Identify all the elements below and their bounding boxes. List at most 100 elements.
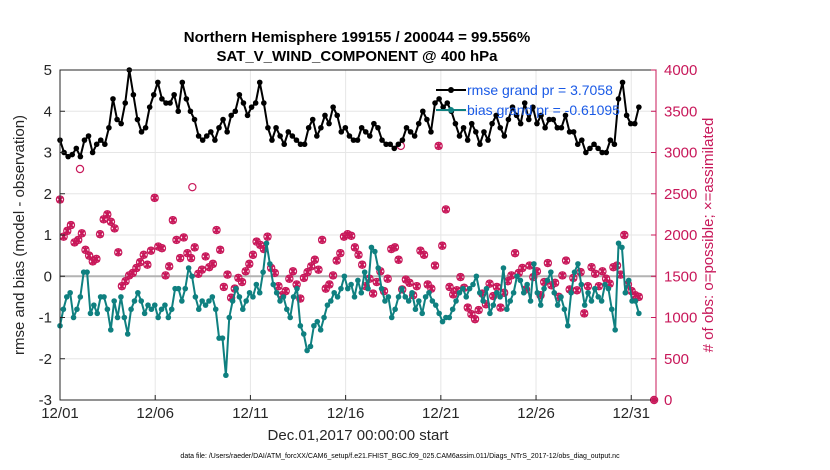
rmse-point — [464, 137, 471, 143]
nobs-assimilated-point — [507, 271, 516, 280]
rmse-point — [403, 124, 410, 131]
nobs-assimilated-point — [431, 261, 439, 270]
bias-point — [317, 327, 324, 333]
rmse-point — [460, 124, 467, 131]
nobs-assimilated-point — [282, 287, 290, 296]
bias-point — [551, 289, 558, 296]
bias-point — [246, 289, 253, 296]
nobs-assimilated-point — [223, 270, 232, 279]
y-right-tick-label: 1000 — [664, 310, 697, 327]
bias-point — [632, 298, 639, 304]
bias-point — [151, 302, 158, 308]
rmse-point — [607, 137, 614, 143]
rmse-point — [150, 91, 157, 98]
bias-point — [270, 281, 277, 288]
bias-point — [243, 298, 249, 304]
y-right-tick-label: 500 — [664, 351, 689, 368]
bias-point — [612, 327, 618, 333]
x-ticks: 12/01 12/06 12/11 12/16 12/21 12/26 12/31 — [41, 395, 650, 422]
rmse-point — [73, 145, 80, 152]
rmse-point — [138, 129, 145, 135]
y-tick-label: -3 — [39, 392, 52, 409]
bias-point — [84, 269, 90, 275]
marks — [55, 67, 659, 405]
nobs-assimilated-point — [59, 232, 68, 241]
nobs-assimilated-point — [584, 282, 592, 291]
rmse-point — [118, 120, 124, 127]
bias-point — [304, 347, 310, 354]
bias-point — [476, 289, 483, 296]
bias-point — [405, 298, 412, 304]
bias-point — [517, 277, 524, 284]
y-tick-label: -2 — [39, 351, 52, 368]
rmse-point — [179, 79, 186, 86]
rmse-point — [587, 145, 593, 152]
rmse-point — [558, 124, 565, 131]
rmse-point — [627, 120, 634, 127]
nobs-assimilated-point — [511, 249, 519, 258]
rmse-point — [631, 120, 638, 127]
bias-point — [341, 273, 348, 280]
bias-point — [568, 289, 574, 296]
bias-point — [392, 306, 398, 313]
rmse-point — [146, 104, 153, 110]
rmse-point — [106, 124, 112, 131]
rmse-point — [481, 129, 487, 135]
bias-point — [372, 248, 378, 255]
bias-point — [121, 314, 128, 321]
nobs-assimilated-point — [413, 282, 421, 291]
rmse-point — [330, 104, 336, 110]
bias-point — [490, 302, 497, 308]
bias-point — [548, 269, 554, 275]
rmse-point — [81, 137, 88, 143]
bias-point — [192, 294, 199, 300]
bias-point — [463, 294, 470, 300]
y-right-tick-label: 4000 — [664, 62, 697, 79]
nobs-assimilated-point — [587, 263, 596, 272]
bias-point — [378, 285, 385, 292]
rmse-point — [261, 100, 267, 106]
rmse-point — [163, 100, 169, 106]
rmse-point — [354, 137, 361, 143]
rmse-point — [265, 124, 271, 131]
rmse-point — [473, 129, 479, 135]
nobs-assimilated-point — [456, 273, 465, 282]
nobs-assimilated-point — [209, 259, 217, 268]
nobs-assimilated-point — [271, 268, 279, 277]
rmse-point — [517, 120, 524, 127]
rmse-point — [110, 96, 116, 102]
nobs-assimilated-point — [351, 243, 359, 252]
rmse-point — [493, 112, 499, 119]
bias-point — [148, 306, 155, 313]
rmse-point — [301, 141, 308, 148]
y-tick-label: 5 — [44, 62, 52, 79]
nobs-assimilated-point — [620, 231, 629, 239]
nobs-assimilated-point — [318, 235, 326, 244]
rmse-point — [269, 137, 275, 143]
chart-title: Northern Hemisphere 199155 / 200044 = 99… — [184, 29, 530, 46]
nobs-assimilated-point — [63, 226, 71, 235]
rmse-point — [485, 137, 491, 143]
nobs-assimilated-point — [496, 303, 505, 312]
nobs-assimilated-point — [471, 315, 479, 324]
bias-point — [581, 302, 588, 308]
bias-point — [355, 277, 361, 284]
bias-point — [141, 310, 148, 317]
rmse-point — [428, 129, 434, 135]
rmse-point — [595, 145, 601, 152]
nobs-assimilated-point — [67, 221, 75, 230]
nobs-assimilated-point — [347, 231, 355, 240]
y-axis-label-right: # of obs: o=possible; ×=assimilated — [700, 118, 717, 353]
bias-point — [253, 281, 260, 288]
bias-point — [70, 314, 77, 321]
rmse-point — [542, 124, 548, 131]
bias-point — [250, 294, 256, 300]
bias-point — [179, 298, 185, 304]
bias-point — [605, 285, 612, 292]
bias-point — [636, 310, 642, 317]
rmse-point — [134, 116, 141, 123]
bias-point — [382, 298, 388, 304]
bias-point — [67, 289, 73, 296]
bias-point — [324, 302, 331, 308]
y-right-tick-label: 3500 — [664, 103, 697, 120]
